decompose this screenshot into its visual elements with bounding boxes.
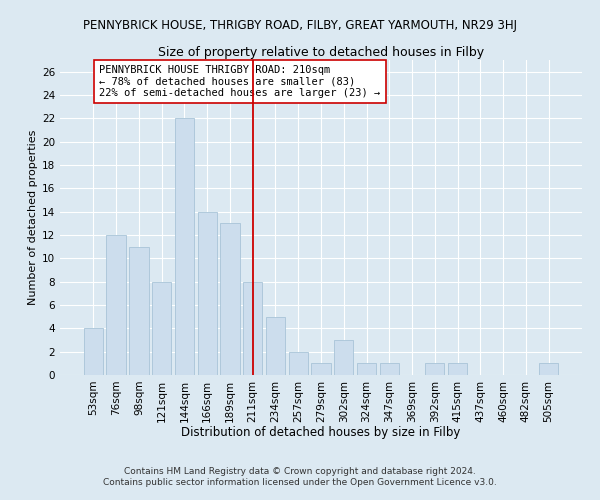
Bar	[380, 364, 399, 375]
Bar	[129, 246, 149, 375]
Title: Size of property relative to detached houses in Filby: Size of property relative to detached ho…	[158, 46, 484, 59]
Bar	[289, 352, 308, 375]
Bar	[84, 328, 103, 375]
Bar	[243, 282, 262, 375]
Bar	[220, 224, 239, 375]
Text: Contains public sector information licensed under the Open Government Licence v3: Contains public sector information licen…	[103, 478, 497, 487]
Bar	[266, 316, 285, 375]
Bar	[175, 118, 194, 375]
Bar	[311, 364, 331, 375]
Bar	[357, 364, 376, 375]
Bar	[197, 212, 217, 375]
X-axis label: Distribution of detached houses by size in Filby: Distribution of detached houses by size …	[181, 426, 461, 439]
Bar	[152, 282, 172, 375]
Text: PENNYBRICK HOUSE THRIGBY ROAD: 210sqm
← 78% of detached houses are smaller (83)
: PENNYBRICK HOUSE THRIGBY ROAD: 210sqm ← …	[99, 64, 380, 98]
Text: Contains HM Land Registry data © Crown copyright and database right 2024.: Contains HM Land Registry data © Crown c…	[124, 467, 476, 476]
Bar	[425, 364, 445, 375]
Text: PENNYBRICK HOUSE, THRIGBY ROAD, FILBY, GREAT YARMOUTH, NR29 3HJ: PENNYBRICK HOUSE, THRIGBY ROAD, FILBY, G…	[83, 20, 517, 32]
Bar	[106, 235, 126, 375]
Y-axis label: Number of detached properties: Number of detached properties	[28, 130, 38, 305]
Bar	[539, 364, 558, 375]
Bar	[448, 364, 467, 375]
Bar	[334, 340, 353, 375]
